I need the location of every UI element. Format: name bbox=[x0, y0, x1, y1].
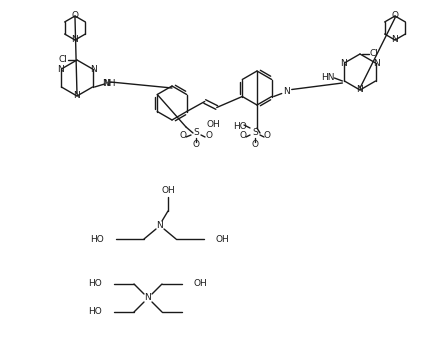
Text: OH: OH bbox=[161, 186, 174, 196]
Text: HO: HO bbox=[233, 122, 247, 132]
Text: N: N bbox=[73, 92, 80, 101]
Text: N: N bbox=[103, 79, 110, 88]
Text: O: O bbox=[263, 132, 270, 141]
Text: S: S bbox=[193, 129, 198, 137]
Text: O: O bbox=[391, 12, 398, 21]
Text: O: O bbox=[205, 132, 212, 141]
Text: N: N bbox=[356, 86, 362, 94]
Text: HN: HN bbox=[320, 74, 334, 82]
Text: OH: OH bbox=[194, 279, 207, 289]
Text: N: N bbox=[72, 36, 78, 44]
Text: N: N bbox=[90, 65, 97, 74]
Text: O: O bbox=[71, 12, 78, 21]
Text: N: N bbox=[144, 293, 151, 303]
Text: N: N bbox=[391, 36, 398, 44]
Text: S: S bbox=[252, 129, 257, 137]
Text: OH: OH bbox=[216, 235, 229, 244]
Text: HO: HO bbox=[88, 307, 102, 316]
Text: HO: HO bbox=[90, 235, 104, 244]
Text: NH: NH bbox=[102, 79, 116, 89]
Text: N: N bbox=[57, 65, 64, 74]
Text: HO: HO bbox=[88, 279, 102, 289]
Text: N: N bbox=[372, 58, 379, 67]
Text: Cl: Cl bbox=[59, 55, 67, 65]
Text: O: O bbox=[239, 132, 246, 141]
Text: O: O bbox=[179, 132, 186, 141]
Text: N: N bbox=[283, 87, 289, 96]
Text: OH: OH bbox=[207, 120, 220, 130]
Text: O: O bbox=[251, 141, 258, 149]
Text: O: O bbox=[192, 141, 199, 149]
Text: Cl: Cl bbox=[369, 50, 378, 58]
Text: N: N bbox=[156, 221, 163, 229]
Text: N: N bbox=[339, 58, 346, 67]
